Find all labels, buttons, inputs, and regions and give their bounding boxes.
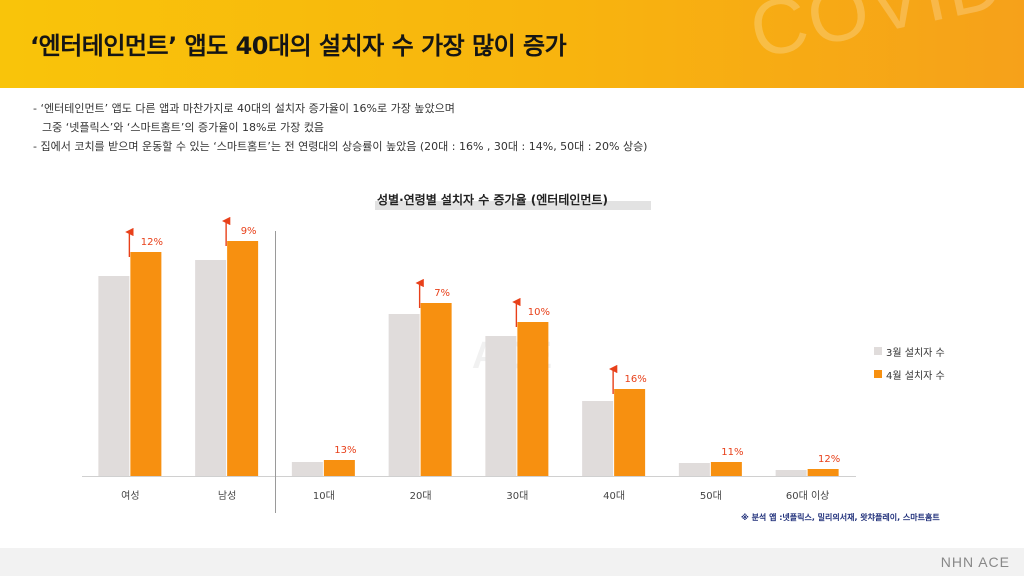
growth-label: 12%: [818, 454, 840, 465]
bullet-line: - 집에서 코치를 받으며 운동할 수 있는 ‘스마트홈트’는 전 연령대의 상…: [33, 140, 648, 153]
growth-label: 16%: [625, 374, 647, 385]
bar-chart: ACE12%여성9%남성13%10대7%20대10%30대16%40대11%50…: [82, 216, 856, 513]
legend-label: 3월 설치자 수: [886, 347, 945, 359]
footer-brand-logo: NHN ACE: [940, 554, 1010, 570]
x-tick-label: 60대 이상: [786, 490, 830, 502]
bar-march: [388, 314, 420, 476]
bar-march: [485, 336, 517, 476]
legend-swatch: [874, 370, 882, 378]
x-tick-label: 30대: [506, 490, 528, 502]
page-title: ‘엔터테인먼트’ 앱도 40대의 설치자 수 가장 많이 증가: [30, 32, 567, 60]
growth-label: 12%: [141, 237, 163, 248]
bar-april: [517, 322, 549, 476]
growth-label: 9%: [241, 226, 257, 237]
bar-april: [807, 469, 839, 476]
legend-swatch: [874, 347, 882, 355]
legend-item-april: 4월 설치자 수: [874, 368, 945, 382]
chart-title: 성별·연령별 설치자 수 증가율 (엔터테인먼트): [377, 193, 608, 207]
bar-march: [195, 260, 227, 476]
bar-april: [614, 389, 646, 476]
x-tick-label: 40대: [603, 490, 625, 502]
bar-march: [582, 401, 614, 476]
x-tick-label: 10대: [313, 490, 335, 502]
bar-april: [227, 241, 259, 476]
x-tick-label: 여성: [121, 490, 139, 502]
growth-label: 11%: [721, 447, 743, 458]
x-tick-label: 20대: [410, 490, 432, 502]
bar-april: [420, 303, 452, 476]
chart-title-highlight: [375, 201, 651, 210]
growth-label: 7%: [434, 288, 450, 299]
x-tick-label: 50대: [700, 490, 722, 502]
bar-april: [710, 462, 742, 476]
bullet-line: 그중 ‘넷플릭스’와 ‘스마트홈트’의 증가율이 18%로 가장 컸음: [42, 121, 325, 134]
legend-item-march: 3월 설치자 수: [874, 345, 945, 359]
summary-bullets: - ‘엔터테인먼트’ 앱도 다른 앱과 마찬가지로 40대의 설치자 증가율이 …: [33, 99, 647, 156]
legend-label: 4월 설치자 수: [886, 370, 945, 382]
chart-title-block: 성별·연령별 설치자 수 증가율 (엔터테인먼트): [369, 187, 651, 210]
bar-march: [291, 462, 323, 476]
x-tick-label: 남성: [218, 490, 236, 502]
bar-march: [98, 276, 130, 476]
bar-april: [130, 252, 162, 476]
header-banner: COVID-19 ‘엔터테인먼트’ 앱도 40대의 설치자 수 가장 많이 증가: [0, 0, 1024, 88]
analysis-note: ※ 분석 앱 :넷플릭스, 밀리의서재, 왓챠플레이, 스마트홈트: [741, 513, 940, 522]
chart-legend: 3월 설치자 수 4월 설치자 수: [874, 345, 945, 391]
growth-label: 13%: [334, 445, 356, 456]
bar-march: [678, 463, 710, 476]
bar-april: [323, 460, 355, 476]
bar-march: [775, 470, 807, 476]
bullet-line: - ‘엔터테인먼트’ 앱도 다른 앱과 마찬가지로 40대의 설치자 증가율이 …: [33, 102, 455, 115]
growth-label: 10%: [528, 307, 550, 318]
footer-bar: NHN ACE: [0, 548, 1024, 576]
